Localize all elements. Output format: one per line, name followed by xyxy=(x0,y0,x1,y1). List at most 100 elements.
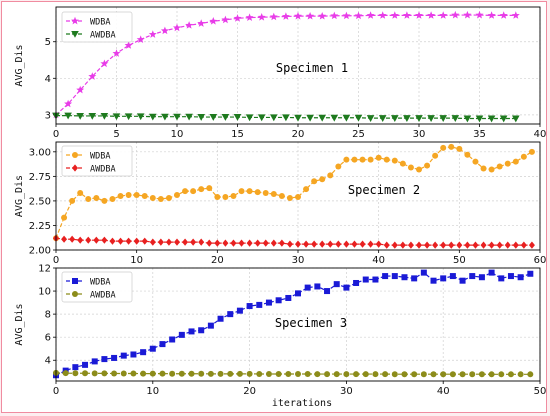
data-point xyxy=(169,370,176,377)
data-point xyxy=(294,11,302,20)
data-point xyxy=(76,85,85,94)
data-point xyxy=(399,241,406,249)
data-point xyxy=(319,176,326,183)
series-wdba xyxy=(53,269,534,379)
data-point xyxy=(449,273,456,280)
data-point xyxy=(383,156,390,163)
data-point xyxy=(173,23,181,32)
data-point xyxy=(362,371,369,378)
data-point xyxy=(478,371,485,378)
data-point xyxy=(343,284,350,291)
data-point xyxy=(169,336,176,343)
data-point xyxy=(391,157,398,164)
data-point xyxy=(391,115,399,122)
data-point xyxy=(391,371,398,378)
data-point xyxy=(285,294,292,301)
series-line xyxy=(55,14,516,116)
data-point xyxy=(136,113,145,121)
x-tick-label: 20 xyxy=(292,129,305,140)
y-tick-label: 5 xyxy=(45,37,51,48)
data-point xyxy=(517,371,524,378)
data-point xyxy=(85,236,92,244)
data-point xyxy=(303,240,310,248)
y-tick-label: 4 xyxy=(45,74,51,85)
data-point xyxy=(504,160,511,167)
data-point xyxy=(382,371,389,378)
data-point xyxy=(157,238,164,246)
data-point xyxy=(72,370,79,377)
data-point xyxy=(335,163,342,170)
data-point xyxy=(285,370,292,377)
data-point xyxy=(378,115,387,122)
data-point xyxy=(245,114,254,122)
data-point xyxy=(136,35,145,43)
x-tick-label: 35 xyxy=(473,129,486,140)
data-point xyxy=(185,113,193,121)
data-point xyxy=(427,11,436,19)
y-tick-label: 10 xyxy=(38,287,51,298)
data-point xyxy=(362,276,369,283)
x-tick-label: 40 xyxy=(437,386,450,397)
data-point xyxy=(372,276,379,283)
data-point xyxy=(140,349,147,356)
data-point xyxy=(111,370,118,377)
data-point xyxy=(61,214,68,221)
data-point xyxy=(432,241,439,249)
y-tick-label: 2.75 xyxy=(29,172,51,183)
data-point xyxy=(149,194,156,201)
data-point xyxy=(353,279,360,286)
data-point xyxy=(257,114,266,122)
data-point xyxy=(188,328,195,335)
data-point xyxy=(206,239,213,247)
data-point xyxy=(256,370,263,377)
data-point xyxy=(343,156,350,163)
data-point xyxy=(270,191,277,198)
legend: WDBA AWDBA xyxy=(61,145,133,177)
data-point xyxy=(527,371,534,378)
data-point xyxy=(190,188,197,195)
y-tick-label: 2.50 xyxy=(29,196,51,207)
data-point xyxy=(472,241,479,249)
data-point xyxy=(330,114,339,122)
data-point xyxy=(504,241,511,249)
legend-label: WDBA xyxy=(90,278,110,288)
data-point xyxy=(233,114,242,121)
data-point xyxy=(382,273,389,280)
data-point xyxy=(333,371,340,378)
data-point xyxy=(424,241,431,249)
data-point xyxy=(72,364,79,371)
data-point xyxy=(159,341,166,348)
data-point xyxy=(207,370,214,377)
data-point xyxy=(190,238,197,246)
data-point xyxy=(161,113,169,121)
data-point xyxy=(256,301,263,308)
data-point xyxy=(257,13,266,21)
data-point xyxy=(306,114,314,122)
data-point xyxy=(82,370,89,377)
series-awdba xyxy=(52,112,520,123)
legend-marker xyxy=(72,278,78,284)
data-point xyxy=(407,164,414,171)
data-point xyxy=(82,361,89,368)
data-point xyxy=(324,371,331,378)
data-point xyxy=(125,192,132,199)
data-point xyxy=(206,185,213,192)
data-point xyxy=(314,371,321,378)
data-point xyxy=(411,371,418,378)
y-tick-label: 2.00 xyxy=(29,246,51,257)
data-point xyxy=(174,238,180,246)
x-tick-label: 20 xyxy=(211,255,224,266)
legend-label: WDBA xyxy=(90,18,110,28)
data-point xyxy=(209,17,218,25)
y-axis-label: AVG_Dis xyxy=(14,44,25,86)
data-point xyxy=(451,115,460,122)
data-point xyxy=(77,236,84,244)
data-point xyxy=(367,156,374,163)
data-point xyxy=(120,352,127,359)
data-point xyxy=(464,241,471,249)
data-point xyxy=(133,192,140,199)
data-point xyxy=(254,239,261,247)
data-point xyxy=(430,371,437,378)
data-point xyxy=(101,356,108,363)
chart-panel-2: 0 10 20 30 40 50 60 2.00 2.25 2.50 2.75 3.00 AVG_Dis… xyxy=(14,141,546,266)
